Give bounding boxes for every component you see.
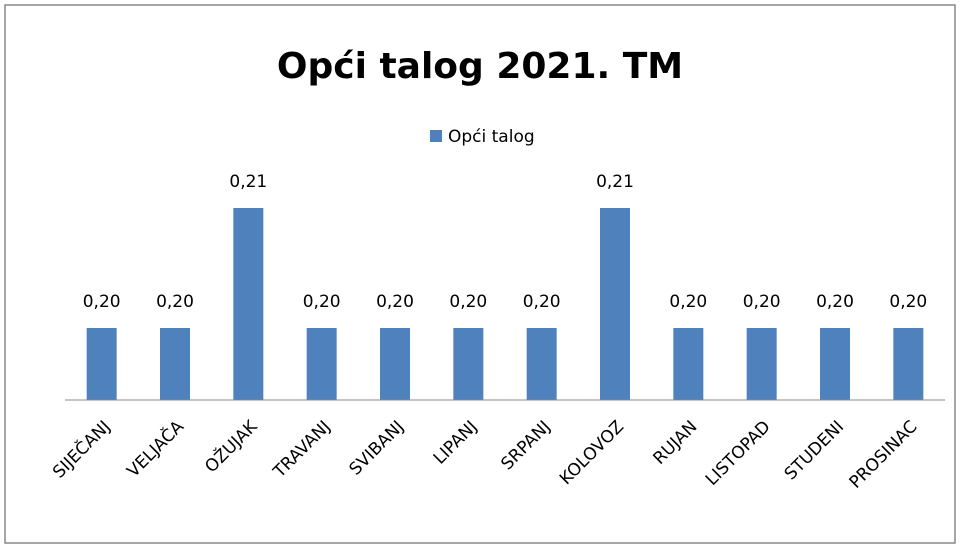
data-label: 0,21	[596, 172, 634, 192]
chart-border	[4, 4, 956, 544]
data-label: 0,20	[83, 292, 121, 312]
chart-title: Opći talog 2021. TM	[277, 46, 683, 87]
data-label: 0,20	[669, 292, 707, 312]
bar	[160, 328, 190, 400]
bar	[893, 328, 924, 400]
data-label: 0,20	[816, 292, 854, 312]
bar	[673, 328, 704, 400]
data-label: 0,20	[376, 292, 414, 312]
bar	[600, 208, 630, 400]
data-label: 0,20	[303, 292, 341, 312]
data-label: 0,21	[229, 172, 267, 192]
data-label: 0,20	[156, 292, 194, 312]
bar	[233, 208, 264, 400]
data-label: 0,20	[889, 292, 927, 312]
data-label: 0,20	[523, 292, 561, 312]
bar	[746, 328, 777, 400]
bar	[820, 328, 850, 400]
bar	[380, 328, 410, 400]
data-label: 0,20	[743, 292, 781, 312]
bar	[86, 328, 117, 400]
bar	[526, 328, 557, 400]
bar	[306, 328, 337, 400]
bar	[453, 328, 484, 400]
legend-swatch	[430, 130, 442, 142]
legend-label: Opći talog	[448, 127, 535, 147]
data-label: 0,20	[449, 292, 487, 312]
